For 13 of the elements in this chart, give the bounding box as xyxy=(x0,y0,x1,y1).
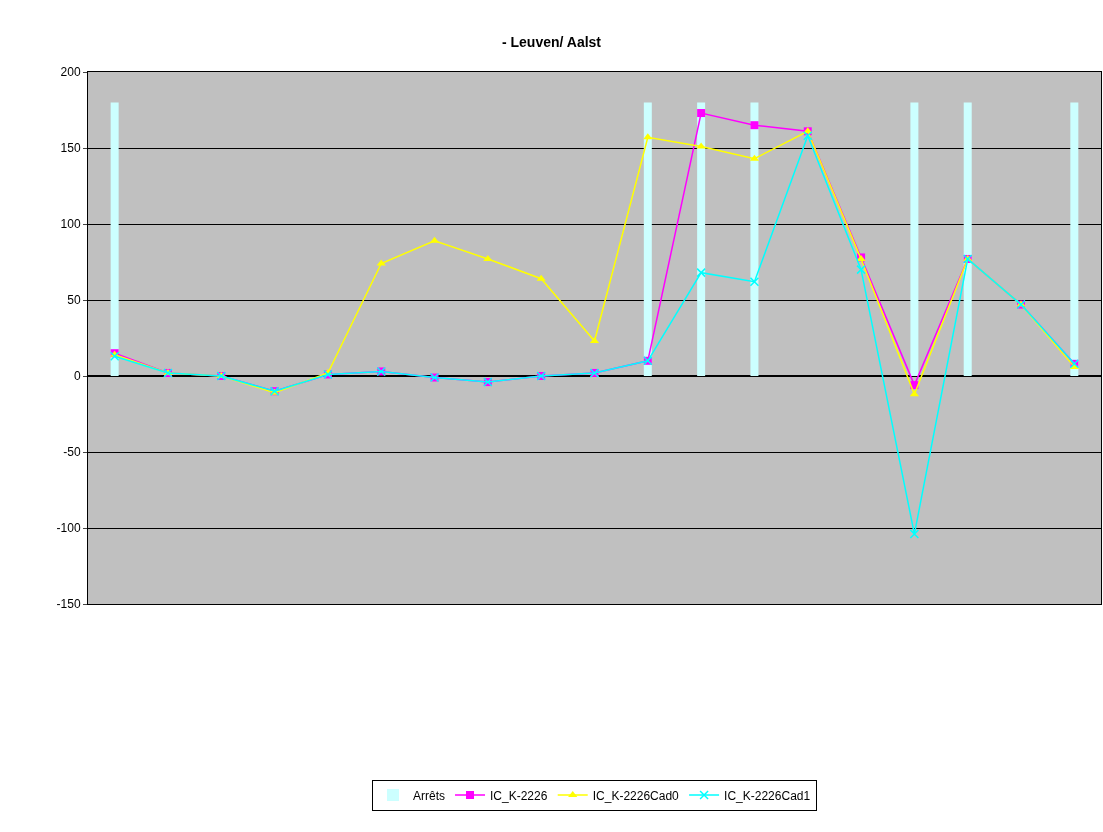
legend-label: IC_K-2226Cad0 xyxy=(592,788,680,803)
y-tick-label: -150 xyxy=(56,597,81,612)
y-tick-label: -50 xyxy=(63,445,81,460)
y-tick-label: 50 xyxy=(67,293,81,308)
chart-title: - Leuven/ Aalst xyxy=(501,34,602,51)
legend-label: IC_K-2226Cad1 xyxy=(724,788,811,803)
legend-label: IC_K-2226 xyxy=(490,788,548,803)
y-tick-label: -100 xyxy=(56,521,81,536)
legend-label: Arrêts xyxy=(413,788,446,803)
y-tick-label: 150 xyxy=(60,141,81,156)
y-tick-label: 0 xyxy=(73,369,81,384)
y-tick-label: 200 xyxy=(60,65,81,80)
y-tick-label: 100 xyxy=(60,217,81,232)
